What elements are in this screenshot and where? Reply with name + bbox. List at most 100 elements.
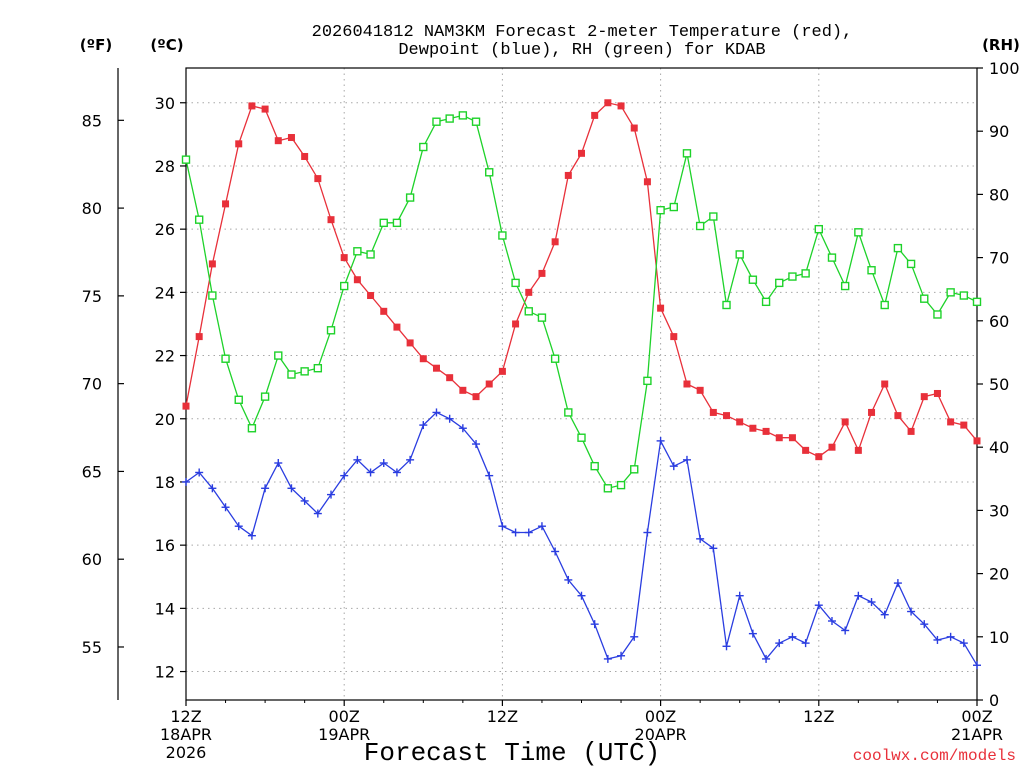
rh-point: [274, 351, 283, 360]
temperature-point: [498, 367, 506, 375]
dewpoint-point: [933, 635, 942, 644]
dewpoint-point: [511, 528, 520, 537]
temperature-point: [472, 393, 480, 401]
time-tick-label: 12Z: [803, 707, 834, 726]
rh-tick-label: 60: [989, 312, 1009, 331]
temperature-point: [485, 380, 493, 388]
x-axis-title: Forecast Time (UTC): [364, 738, 660, 768]
dewpoint-point: [696, 534, 705, 543]
dewpoint-point: [669, 462, 678, 471]
rh-point: [340, 281, 349, 291]
rh-point: [221, 354, 230, 363]
celsius-tick-label: 16: [155, 536, 175, 555]
rh-point: [972, 297, 982, 307]
dewpoint-point: [893, 579, 902, 588]
temperature-point: [459, 386, 467, 394]
rh-point: [247, 424, 257, 433]
rh-point: [208, 291, 217, 300]
temperature-point: [314, 175, 322, 183]
rh-point: [498, 231, 507, 240]
rh-point: [419, 142, 428, 152]
dewpoint-point: [445, 414, 454, 423]
rh-tick-label: 100: [989, 59, 1020, 78]
temperature-point: [406, 339, 414, 347]
rh-point: [432, 117, 441, 126]
rh-point: [682, 149, 692, 158]
dewpoint-point: [524, 528, 533, 537]
temperature-point: [960, 421, 968, 429]
dewpoint-point: [208, 484, 217, 493]
dewpoint-point: [247, 531, 256, 540]
dewpoint-point: [577, 591, 586, 600]
rh-tick-label: 90: [989, 122, 1009, 141]
dewpoint-point: [748, 629, 757, 638]
dewpoint-point: [564, 575, 573, 584]
rh-point: [827, 253, 837, 262]
temperature-point: [894, 412, 902, 420]
rh-point: [537, 313, 547, 322]
dewpoint-point: [551, 547, 560, 556]
dewpoint-point: [920, 620, 929, 629]
temperature-point: [551, 238, 559, 246]
dewpoint-point: [603, 654, 612, 663]
rh-point: [880, 300, 889, 310]
rh-tick-label: 0: [989, 691, 999, 710]
temperature-point: [788, 434, 796, 442]
temperature-point: [881, 380, 889, 388]
temperature-point: [630, 124, 638, 132]
rh-point: [366, 250, 375, 259]
time-tick-label: 19APR: [318, 725, 370, 744]
rh-point: [471, 117, 481, 126]
rh-point: [630, 465, 639, 474]
dewpoint-point: [617, 651, 626, 660]
temperature-point: [643, 178, 651, 186]
rh-point: [893, 243, 903, 253]
dewpoint-point: [472, 440, 481, 449]
temperature-point: [617, 102, 625, 110]
rh-tick-label: 20: [989, 565, 1009, 584]
temperature-point: [235, 140, 243, 148]
rh-point: [405, 193, 415, 202]
celsius-tick-label: 18: [155, 473, 175, 492]
rh-point: [379, 218, 388, 228]
temperature-point: [353, 276, 361, 284]
rh-point: [775, 278, 784, 288]
temperature-point: [512, 320, 520, 328]
dewpoint-point: [327, 490, 336, 499]
fahrenheit-tick-label: 75: [82, 287, 102, 306]
rh-point: [353, 247, 362, 256]
temperature-point: [749, 424, 757, 432]
rh-point: [920, 294, 929, 303]
rh-point: [959, 291, 969, 300]
dewpoint-point: [221, 503, 230, 512]
rh-point: [709, 212, 718, 221]
rh-point: [181, 155, 191, 164]
temperature-point: [802, 446, 810, 454]
dewpoint-point: [762, 654, 771, 663]
celsius-tick-label: 22: [155, 347, 175, 366]
temperature-point: [683, 380, 691, 388]
temperature-point: [657, 304, 665, 312]
celsius-axis-label: (ºC): [150, 36, 183, 54]
temperature-point: [723, 412, 731, 420]
fahrenheit-tick-label: 60: [82, 550, 102, 569]
time-tick-label: 20APR: [635, 725, 687, 744]
dewpoint-point: [537, 522, 546, 531]
temperature-point: [933, 389, 941, 397]
credit-link[interactable]: coolwx.com/models: [853, 747, 1016, 765]
temperature-point: [578, 149, 585, 157]
dewpoint-point: [590, 620, 599, 629]
temperature-point: [854, 446, 862, 454]
rh-tick-label: 80: [989, 185, 1009, 204]
rh-point: [722, 300, 731, 310]
temperature-point: [208, 260, 216, 268]
temperature-point: [248, 102, 256, 110]
dewpoint-point: [722, 642, 731, 651]
fahrenheit-tick-label: 85: [82, 111, 102, 130]
rh-point: [524, 307, 533, 316]
rh-point: [695, 221, 705, 231]
temperature-point: [828, 443, 836, 451]
dewpoint-point: [959, 639, 968, 648]
